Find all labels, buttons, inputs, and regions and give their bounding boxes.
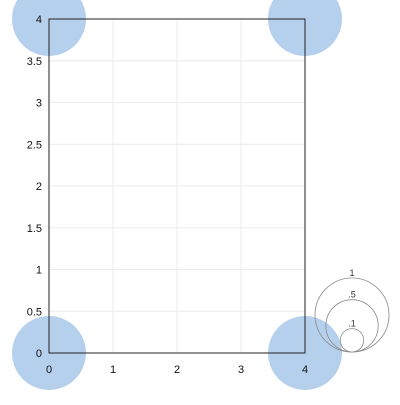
size-legend-label: .5 [348,290,356,300]
grid [48,18,306,354]
x-tick-label: 0 [46,364,52,376]
y-tick-label: 4 [36,14,42,26]
size-legend-label: .1 [348,319,356,329]
y-tick-label: 3.5 [27,56,42,68]
y-tick-label: 2.5 [27,139,42,151]
x-tick-label: 3 [238,364,244,376]
y-tick-label: 0.5 [27,306,42,318]
size-legend: 1 .5 .1 [314,268,390,353]
x-tick-label: 1 [110,364,116,376]
y-tick-label: 2 [36,181,42,193]
y-tick-labels: 0 0.5 1 1.5 2 2.5 3 3.5 4 [27,14,42,360]
y-tick-label: 1.5 [27,223,42,235]
axes [48,18,306,354]
size-legend-label: 1 [349,268,354,278]
x-tick-labels: 0 1 2 3 4 [46,364,308,376]
x-tick-label: 4 [302,364,308,376]
y-tick-label: 3 [36,98,42,110]
size-legend-circle [339,328,365,353]
y-tick-label: 0 [36,348,42,360]
y-tick-label: 1 [36,265,42,277]
x-tick-label: 2 [174,364,180,376]
